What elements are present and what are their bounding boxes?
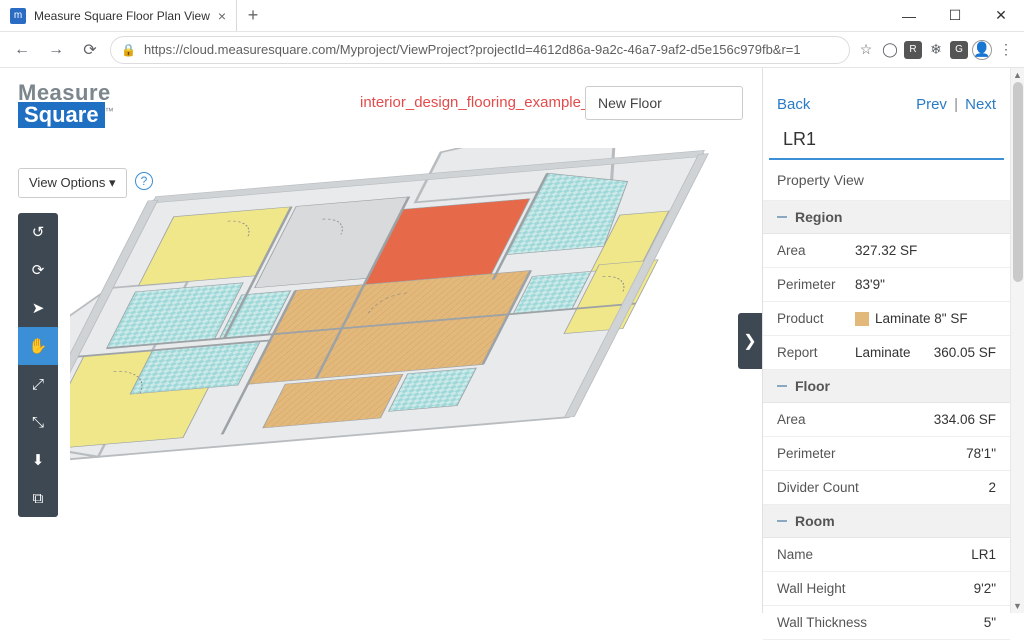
region-report-row: Report Laminate 360.05 SF <box>763 336 1010 370</box>
main-area: Measure Square™ interior_design_flooring… <box>0 68 762 613</box>
product-swatch <box>855 312 869 326</box>
window-controls: — ☐ ✕ <box>886 0 1024 31</box>
panel-prev-link[interactable]: Prev <box>916 96 947 113</box>
region-perimeter-row: Perimeter 83'9" <box>763 268 1010 302</box>
new-tab-button[interactable]: + <box>237 0 269 31</box>
panel-title: LR1 <box>769 123 1004 160</box>
room-wallthickness-row: Wall Thickness 5" <box>763 606 1010 640</box>
ext-icon-3[interactable]: G <box>950 41 968 59</box>
panel-property-view: Property View <box>763 160 1010 201</box>
close-button[interactable]: ✕ <box>978 0 1024 31</box>
scroll-down-icon[interactable]: ▼ <box>1011 599 1024 613</box>
section-floor-head[interactable]: Floor <box>763 370 1010 403</box>
floorplan-canvas[interactable] <box>70 148 752 603</box>
prop-value: Laminate <box>855 345 926 360</box>
properties-panel: Back Prev | Next LR1 Property View Regio… <box>762 68 1010 613</box>
scroll-up-icon[interactable]: ▲ <box>1011 68 1024 82</box>
prop-label: Name <box>777 547 855 562</box>
prop-label: Perimeter <box>777 277 855 292</box>
project-name: interior_design_flooring_example_2 <box>360 94 598 111</box>
prop-label: Wall Thickness <box>777 615 887 630</box>
back-button[interactable]: ← <box>8 36 36 64</box>
floorplan-svg <box>70 148 752 603</box>
panel-back-link[interactable]: Back <box>777 96 810 113</box>
section-region-title: Region <box>795 209 842 225</box>
room-wallheight-row: Wall Height 9'2" <box>763 572 1010 606</box>
prop-value: 5" <box>887 615 996 630</box>
panel-next-link[interactable]: Next <box>965 96 996 113</box>
prop-label: Perimeter <box>777 446 855 461</box>
scrollbar[interactable]: ▲ ▼ <box>1010 68 1024 613</box>
section-room-title: Room <box>795 513 835 529</box>
browser-tab[interactable]: m Measure Square Floor Plan View × <box>0 0 237 31</box>
prop-label: Area <box>777 412 855 427</box>
prop-value2: 360.05 SF <box>926 345 997 360</box>
prop-value: 327.32 SF <box>855 243 996 258</box>
collapse-icon <box>777 520 787 522</box>
url-text: https://cloud.measuresquare.com/Myprojec… <box>144 42 801 57</box>
floor-area-row: Area 334.06 SF <box>763 403 1010 437</box>
region-area-row: Area 327.32 SF <box>763 234 1010 268</box>
app: Measure Square™ interior_design_flooring… <box>0 68 1024 613</box>
window-titlebar: m Measure Square Floor Plan View × + — ☐… <box>0 0 1024 32</box>
tool-pan-icon[interactable]: ✋ <box>18 327 58 365</box>
logo: Measure Square™ <box>18 80 114 128</box>
collapse-icon <box>777 385 787 387</box>
panel-nav-separator: | <box>954 96 958 113</box>
prop-label: Divider Count <box>777 480 887 495</box>
project-title: interior_design_flooring_example_2 - <box>360 94 607 111</box>
panel-expand-handle[interactable]: ❯ <box>738 313 762 369</box>
section-room-head[interactable]: Room <box>763 505 1010 538</box>
scroll-thumb[interactable] <box>1013 82 1023 282</box>
address-bar: ← → ⟳ 🔒 https://cloud.measuresquare.com/… <box>0 32 1024 68</box>
tool-rotate-icon[interactable]: ↺ <box>18 213 58 251</box>
tool-download-icon[interactable]: ⬇ <box>18 441 58 479</box>
lock-icon: 🔒 <box>121 43 136 57</box>
maximize-button[interactable]: ☐ <box>932 0 978 31</box>
favicon: m <box>10 8 26 24</box>
menu-icon[interactable]: ⋮ <box>996 40 1016 60</box>
ext-icon-1[interactable]: R <box>904 41 922 59</box>
tool-popout-icon[interactable]: ⧉ <box>18 479 58 517</box>
tab-title: Measure Square Floor Plan View <box>34 9 210 23</box>
floor-perimeter-row: Perimeter 78'1" <box>763 437 1010 471</box>
logo-tm: ™ <box>105 106 114 116</box>
logo-square: Square <box>18 102 105 128</box>
prop-label: Wall Height <box>777 581 877 596</box>
tool-expand-icon[interactable]: ⤢ <box>18 365 58 403</box>
prop-value: 83'9" <box>855 277 996 292</box>
section-floor-title: Floor <box>795 378 830 394</box>
toolbar: ↺ ⟳ ➤ ✋ ⤢ ⤡ ⬇ ⧉ <box>18 213 58 517</box>
url-field[interactable]: 🔒 https://cloud.measuresquare.com/Myproj… <box>110 36 850 64</box>
prop-value: 78'1" <box>855 446 996 461</box>
prop-value: 334.06 SF <box>855 412 996 427</box>
ext-icon-2[interactable]: ❄ <box>926 40 946 60</box>
prop-label: Area <box>777 243 855 258</box>
room-name-row: Name LR1 <box>763 538 1010 572</box>
forward-button[interactable]: → <box>42 36 70 64</box>
tool-refresh-icon[interactable]: ⟳ <box>18 251 58 289</box>
floor-divider-row: Divider Count 2 <box>763 471 1010 505</box>
prop-label: Report <box>777 345 855 360</box>
collapse-icon <box>777 216 787 218</box>
prop-value: 2 <box>887 480 996 495</box>
addr-actions: ☆ ◯ R ❄ G 👤 ⋮ <box>856 40 1016 60</box>
star-icon[interactable]: ☆ <box>856 40 876 60</box>
section-region-head[interactable]: Region <box>763 201 1010 234</box>
profile-icon[interactable]: 👤 <box>972 40 992 60</box>
region-product-row: Product Laminate 8" SF <box>763 302 1010 336</box>
minimize-button[interactable]: — <box>886 0 932 31</box>
prop-value: LR1 <box>855 547 996 562</box>
prop-label: Product <box>777 311 855 326</box>
tool-contract-icon[interactable]: ⤡ <box>18 403 58 441</box>
floor-select[interactable]: New Floor <box>585 86 743 120</box>
prop-value: Laminate 8" SF <box>855 311 996 326</box>
tab-close-icon[interactable]: × <box>218 8 226 24</box>
prop-value: 9'2" <box>877 581 996 596</box>
tool-cursor-icon[interactable]: ➤ <box>18 289 58 327</box>
circle-ext-icon[interactable]: ◯ <box>880 40 900 60</box>
panel-nav: Back Prev | Next <box>763 68 1010 123</box>
product-name: Laminate 8" SF <box>875 311 968 326</box>
reload-button[interactable]: ⟳ <box>76 36 104 64</box>
